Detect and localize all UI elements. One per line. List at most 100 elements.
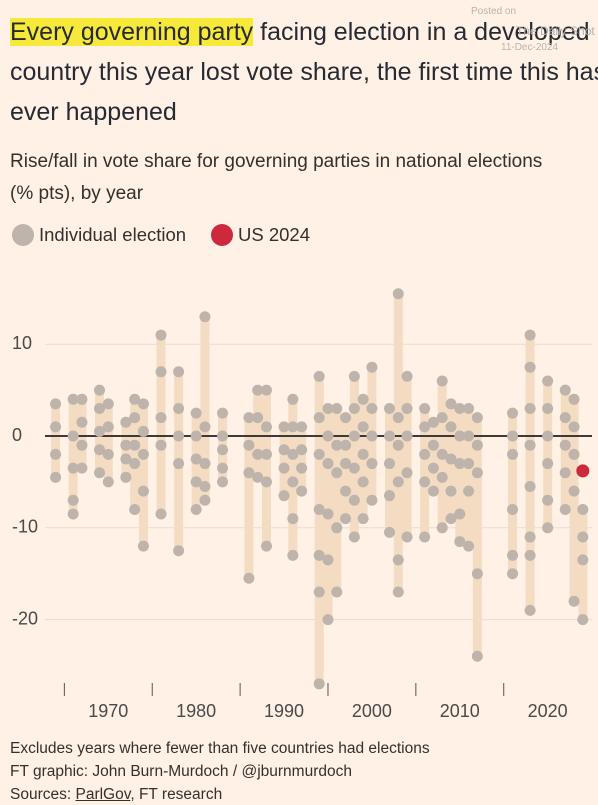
range-bar xyxy=(200,316,210,501)
election-point xyxy=(436,412,448,424)
election-point xyxy=(129,412,141,424)
election-point xyxy=(383,458,395,470)
election-point xyxy=(322,614,334,626)
election-point xyxy=(173,402,185,414)
election-point xyxy=(445,485,457,497)
election-point xyxy=(463,402,475,414)
election-point xyxy=(577,614,589,626)
election-point xyxy=(436,471,448,483)
election-point xyxy=(129,503,141,515)
watermark: The Daily Shot xyxy=(516,24,595,38)
election-point xyxy=(392,288,404,300)
election-point xyxy=(50,448,62,460)
election-point xyxy=(419,402,431,414)
legend-label: Individual election xyxy=(39,224,187,245)
election-point xyxy=(366,458,378,470)
election-point xyxy=(524,481,536,492)
election-point xyxy=(199,458,211,470)
election-point xyxy=(217,462,229,474)
election-point xyxy=(401,402,413,414)
x-tick-label: 2020 xyxy=(528,701,568,721)
election-point xyxy=(471,439,483,451)
election-point xyxy=(322,458,334,470)
election-point xyxy=(50,398,62,410)
election-point xyxy=(120,416,132,428)
chart-title: Every governing party facing election in… xyxy=(10,12,598,132)
election-point xyxy=(401,531,413,543)
election-point xyxy=(419,448,431,460)
election-point xyxy=(559,439,571,451)
range-bar xyxy=(428,422,438,492)
election-point xyxy=(155,329,167,341)
range-bar xyxy=(253,390,263,478)
election-point xyxy=(67,462,79,474)
election-point xyxy=(322,554,334,566)
election-point xyxy=(129,458,141,470)
election-point xyxy=(313,370,325,382)
election-point xyxy=(454,402,466,414)
range-bar xyxy=(130,399,140,510)
election-point xyxy=(313,412,325,424)
x-tick-label: 2000 xyxy=(352,701,392,721)
election-point xyxy=(559,503,571,515)
election-point xyxy=(419,476,431,488)
election-point xyxy=(67,508,79,520)
election-point xyxy=(542,494,554,506)
election-point xyxy=(137,485,149,497)
election-point xyxy=(287,448,299,460)
election-point xyxy=(129,439,141,451)
range-bar xyxy=(455,408,465,542)
election-point xyxy=(445,453,457,465)
title-rest: facing election in a developed country t… xyxy=(10,18,598,126)
x-tick-label: 1980 xyxy=(176,701,216,721)
election-point xyxy=(366,402,378,414)
election-point xyxy=(454,536,466,548)
election-point xyxy=(436,448,448,460)
election-point xyxy=(137,448,149,460)
election-point xyxy=(524,402,536,414)
election-point xyxy=(190,430,202,442)
election-point xyxy=(94,467,106,479)
range-bar xyxy=(77,399,87,469)
footnote: FT graphic: John Burn-Murdoch / @jburnmu… xyxy=(10,763,352,780)
election-point xyxy=(120,453,132,465)
range-bar xyxy=(420,408,430,537)
election-point xyxy=(471,568,483,580)
election-point xyxy=(94,384,106,396)
election-point xyxy=(252,448,264,460)
range-bar xyxy=(384,408,394,533)
range-bar xyxy=(349,376,359,537)
sources-link[interactable]: ParlGov xyxy=(75,786,131,803)
footnote: Excludes years where fewer than five cou… xyxy=(10,740,430,757)
election-point xyxy=(243,439,255,451)
election-point xyxy=(260,540,272,552)
election-point xyxy=(542,458,554,470)
watermark: Posted on xyxy=(471,6,517,17)
election-point xyxy=(102,398,114,410)
election-point xyxy=(260,448,272,460)
election-point xyxy=(348,462,360,474)
election-point xyxy=(322,430,334,442)
election-point xyxy=(173,458,185,470)
sources-lead: Sources: xyxy=(10,786,72,803)
election-point xyxy=(340,458,352,470)
election-point xyxy=(173,366,185,378)
election-point xyxy=(76,416,88,428)
election-point xyxy=(568,421,580,433)
election-point xyxy=(252,412,264,424)
election-point xyxy=(577,503,589,515)
range-bar xyxy=(332,408,342,593)
election-point xyxy=(331,402,343,414)
election-point xyxy=(357,513,369,525)
election-point xyxy=(322,402,334,414)
election-point xyxy=(67,393,79,405)
election-point xyxy=(524,531,536,543)
election-point xyxy=(313,549,325,561)
election-point xyxy=(50,471,62,483)
election-point xyxy=(278,462,290,474)
election-point xyxy=(67,494,79,506)
election-point xyxy=(366,494,378,506)
election-point xyxy=(190,407,202,419)
election-point xyxy=(199,481,211,492)
